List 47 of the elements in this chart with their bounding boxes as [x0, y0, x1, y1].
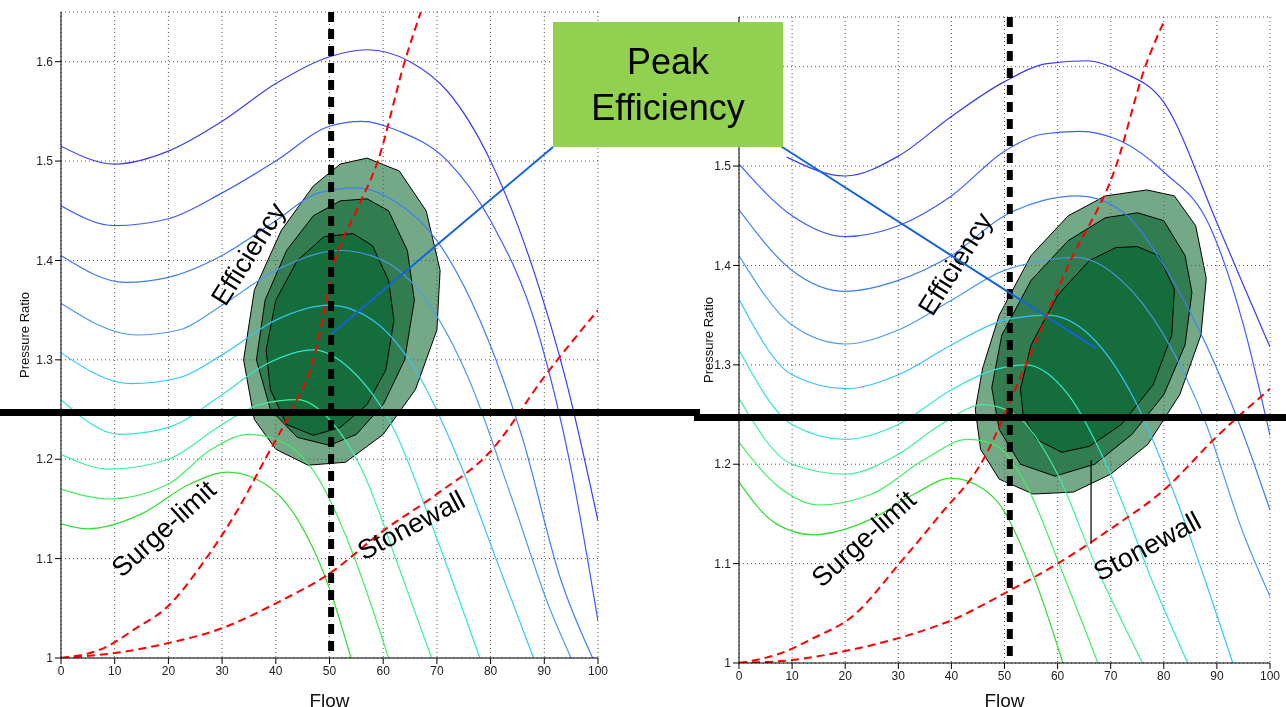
line-series: [61, 471, 352, 658]
y-tick-label: 1.6: [36, 54, 54, 69]
annotation: Peak Efficiency: [590, 39, 746, 130]
callout-box: Peak Efficiency: [553, 22, 783, 147]
x-tick-label: 80: [483, 663, 498, 678]
y-tick-label: 1: [46, 651, 54, 666]
x-tick-label: 0: [57, 663, 65, 678]
line-series: [739, 130, 1270, 437]
x-tick-label: 30: [891, 668, 906, 683]
y-tick-label: 1.4: [714, 258, 732, 273]
x-tick-label: 60: [376, 663, 391, 678]
x-tick-label: 80: [1157, 668, 1171, 683]
x-tick-label: 30: [215, 663, 230, 678]
y-axis-title: Pressure Ratio: [16, 292, 32, 378]
line-series: [61, 349, 481, 658]
y-tick-label: 1.1: [36, 551, 54, 566]
x-tick-label: 20: [838, 668, 853, 683]
y-tick-label: 1.3: [36, 353, 54, 368]
y-tick-label: 1.5: [714, 159, 732, 174]
y-tick-label: 1.5: [36, 154, 54, 169]
x-tick-label: 10: [785, 668, 800, 683]
y-tick-label: 1.2: [714, 457, 732, 472]
x-axis-title: Flow: [984, 690, 1025, 707]
x-tick-label: 40: [944, 668, 959, 683]
x-tick-label: 10: [108, 663, 122, 678]
x-tick-label: 50: [997, 668, 1012, 683]
x-tick-label: 100: [587, 663, 609, 678]
y-tick-label: 1.1: [714, 556, 732, 571]
line-series: [739, 477, 1064, 663]
y-tick-label: 1: [724, 656, 732, 671]
x-tick-label: 100: [1259, 668, 1281, 683]
y-tick-label: 1.2: [36, 452, 54, 467]
x-tick-label: 20: [161, 663, 176, 678]
x-tick-label: 90: [1210, 668, 1224, 683]
x-tick-label: 70: [1104, 668, 1118, 683]
x-tick-label: 70: [430, 663, 444, 678]
x-tick-label: 0: [735, 668, 743, 683]
line-series: [61, 187, 594, 658]
y-axis-title: Pressure Ratio: [700, 297, 716, 383]
y-tick-label: 1.3: [714, 358, 732, 373]
x-tick-label: 90: [537, 663, 552, 678]
x-tick-label: 60: [1050, 668, 1065, 683]
x-axis-title: Flow: [309, 690, 350, 707]
line-series: [786, 60, 1270, 348]
y-tick-label: 1.4: [36, 253, 54, 268]
x-tick-label: 40: [269, 663, 283, 678]
x-tick-label: 50: [322, 663, 337, 678]
